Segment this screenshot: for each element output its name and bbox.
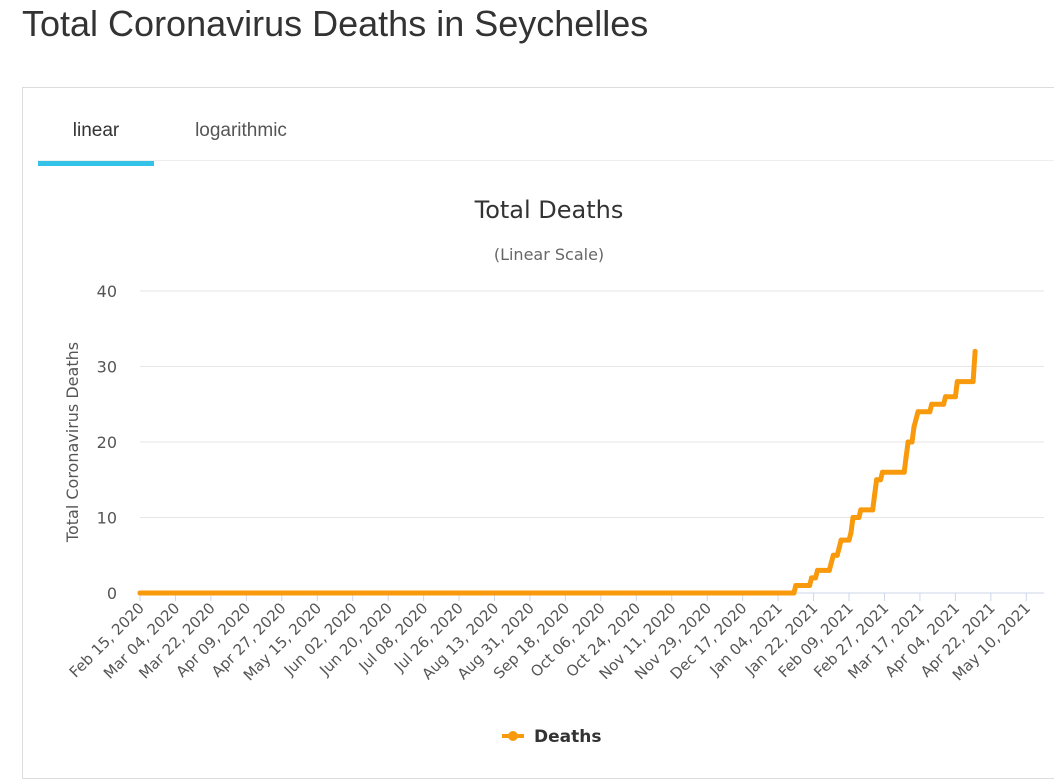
page-title: Total Coronavirus Deaths in Seychelles [22, 3, 649, 44]
data-point[interactable] [915, 409, 921, 415]
series-layer [137, 348, 978, 596]
y-axis-ticks: 0 10 20 30 40 [97, 282, 117, 603]
data-point[interactable] [793, 583, 799, 588]
y-tick-label: 40 [97, 282, 117, 301]
data-point[interactable] [836, 545, 842, 551]
data-point[interactable] [901, 469, 907, 475]
data-point[interactable] [809, 575, 815, 581]
data-point[interactable] [856, 515, 862, 520]
data-point[interactable] [870, 507, 876, 513]
chart-title: Total Deaths [474, 196, 624, 224]
legend-label-deaths[interactable]: Deaths [534, 727, 601, 747]
data-point[interactable] [911, 424, 917, 430]
data-point[interactable] [848, 530, 854, 536]
data-point[interactable] [791, 590, 797, 596]
data-point[interactable] [943, 394, 948, 400]
data-point[interactable] [813, 575, 818, 581]
data-point[interactable] [952, 394, 958, 400]
y-tick-label: 10 [97, 509, 117, 528]
scale-tabs: linear logarithmic [38, 88, 1054, 166]
tab-logarithmic[interactable]: logarithmic [195, 120, 287, 141]
data-point[interactable] [970, 379, 976, 385]
chart-subtitle: (Linear Scale) [494, 245, 604, 264]
data-point[interactable] [878, 477, 883, 483]
data-point[interactable] [830, 552, 836, 558]
data-point[interactable] [826, 567, 832, 573]
data-point[interactable] [941, 401, 947, 407]
data-point[interactable] [913, 416, 919, 422]
data-point[interactable] [838, 537, 844, 543]
data-point[interactable] [872, 492, 878, 498]
data-point[interactable] [972, 348, 978, 354]
data-point[interactable] [905, 439, 911, 445]
data-point[interactable] [807, 583, 813, 588]
data-point[interactable] [927, 409, 933, 415]
data-point[interactable] [815, 567, 820, 573]
data-point[interactable] [954, 379, 960, 385]
data-point[interactable] [828, 560, 834, 566]
series-line-deaths[interactable] [137, 348, 978, 596]
data-point[interactable] [850, 515, 856, 520]
chart-panel: linear logarithmic [22, 87, 1054, 779]
tab-linear[interactable]: linear [38, 88, 154, 166]
data-point[interactable] [909, 439, 915, 445]
data-point[interactable] [858, 507, 864, 513]
data-point[interactable] [137, 590, 143, 596]
legend[interactable]: Deaths [502, 727, 601, 747]
data-point[interactable] [846, 537, 852, 543]
data-point[interactable] [903, 454, 909, 460]
data-point[interactable] [929, 401, 935, 407]
y-tick-label: 20 [97, 433, 117, 452]
y-tick-label: 30 [97, 358, 117, 377]
data-point[interactable] [834, 552, 840, 558]
data-point[interactable] [880, 469, 885, 475]
legend-marker [508, 731, 518, 741]
data-point[interactable] [874, 477, 880, 483]
y-tick-label: 0 [107, 584, 117, 603]
y-axis-title: Total Coronavirus Deaths [63, 342, 82, 543]
